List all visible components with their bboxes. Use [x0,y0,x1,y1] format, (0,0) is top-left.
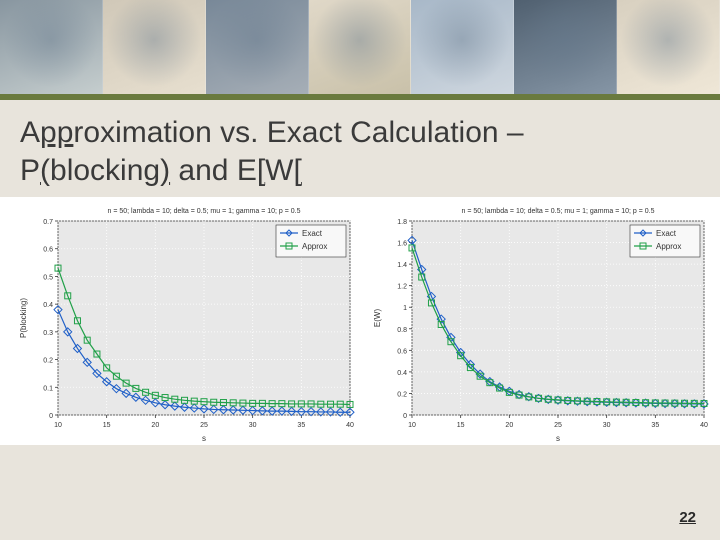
svg-text:n = 50; lambda = 10; delta = 0: n = 50; lambda = 10; delta = 0.5; mu = 1… [107,208,300,215]
svg-text:s: s [556,434,560,443]
svg-text:E(W): E(W) [373,309,382,328]
svg-text:0: 0 [403,413,407,420]
svg-text:20: 20 [151,422,159,429]
title-text: g) [143,154,170,187]
banner-accent-bar [0,94,720,100]
ew-chart: 10 15 20 25 30 35 40 0 0.2 0.4 0.6 0.8 1 1.2 1.4 1.6 1.8… [368,201,714,445]
svg-text:0.3: 0.3 [43,330,53,337]
title-text: A [20,116,40,149]
svg-text:1.6: 1.6 [397,241,407,248]
page-number: 22 [679,509,696,526]
title-text: blockin [50,154,143,187]
svg-text:0.2: 0.2 [397,391,407,398]
svg-text:1: 1 [403,305,407,312]
svg-text:40: 40 [346,422,354,429]
svg-text:30: 30 [603,422,611,429]
svg-text:10: 10 [54,422,62,429]
banner-photo [514,0,617,100]
slide-title-area: Approximation vs. Exact Calculation – P(… [0,100,720,197]
svg-text:1.8: 1.8 [397,219,407,226]
banner-photo [411,0,514,100]
pblocking-chart: 10 15 20 25 30 35 40 0 0.1 0.2 0.3 0.4 0.5 0.6 0.7 s P(b… [14,201,360,445]
banner-photo [0,0,103,100]
title-text: roximation vs. Exact Calculation – [73,116,523,149]
banner-photo [206,0,309,100]
charts-row: 1015202530354000.10.20.30.40.50.60.7sP(b… [0,197,720,445]
svg-text:10: 10 [408,422,416,429]
svg-text:25: 25 [200,422,208,429]
title-text: pp [40,116,73,149]
svg-text:20: 20 [505,422,513,429]
svg-text:Approx: Approx [656,242,681,251]
svg-text:1.2: 1.2 [397,284,407,291]
svg-text:0.6: 0.6 [397,348,407,355]
svg-text:0.4: 0.4 [397,370,407,377]
svg-text:35: 35 [297,422,305,429]
svg-text:0.8: 0.8 [397,327,407,334]
svg-text:0.7: 0.7 [43,219,53,226]
chart-right: 10 15 20 25 30 35 40 0 0.2 0.4 0.6 0.8 1 1.2 1.4 1.6 1.8… [368,201,714,445]
svg-text:0.6: 0.6 [43,247,53,254]
svg-text:0.1: 0.1 [43,385,53,392]
svg-text:35: 35 [651,422,659,429]
svg-text:15: 15 [103,422,111,429]
svg-text:Exact: Exact [302,229,323,238]
banner-photo [309,0,412,100]
title-text: P [20,154,40,187]
svg-text:0.2: 0.2 [43,358,53,365]
title-text: [ [257,154,265,187]
svg-text:n = 50; lambda = 10; delta = 0: n = 50; lambda = 10; delta = 0.5; mu = 1… [461,208,654,215]
title-text: W [265,154,293,187]
slide-title: Approximation vs. Exact Calculation – P(… [20,114,700,189]
chart-left: 10 15 20 25 30 35 40 0 0.1 0.2 0.3 0.4 0.5 0.6 0.7 s P(b… [14,201,360,445]
title-text: ( [40,154,50,187]
svg-text:0.4: 0.4 [43,302,53,309]
svg-text:15: 15 [457,422,465,429]
banner-photo [617,0,720,100]
svg-text:Exact: Exact [656,229,677,238]
svg-text:25: 25 [554,422,562,429]
svg-text:s: s [202,434,206,443]
svg-text:40: 40 [700,422,708,429]
svg-text:1.4: 1.4 [397,262,407,269]
svg-text:P(blocking): P(blocking) [19,298,28,338]
svg-text:Approx: Approx [302,242,327,251]
title-text: and E [170,154,257,187]
banner-photo [103,0,206,100]
header-banner [0,0,720,100]
title-text: [ [294,154,302,187]
svg-text:0: 0 [49,413,53,420]
svg-text:30: 30 [249,422,257,429]
svg-text:0.5: 0.5 [43,274,53,281]
